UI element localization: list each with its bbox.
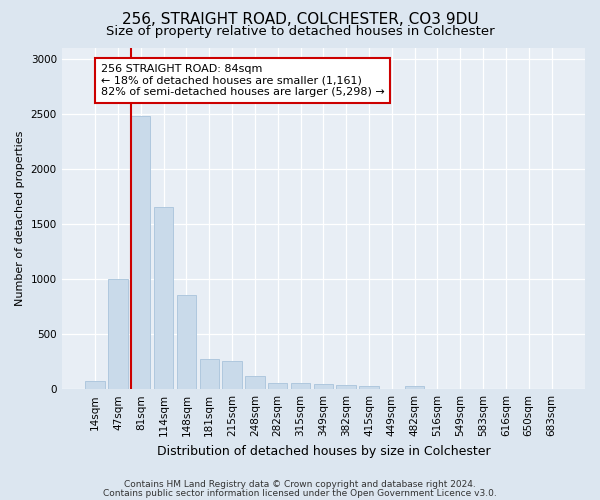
Bar [268, 382, 287, 389]
Text: 256, STRAIGHT ROAD, COLCHESTER, CO3 9DU: 256, STRAIGHT ROAD, COLCHESTER, CO3 9DU [122, 12, 478, 28]
Bar [177, 296, 196, 389]
X-axis label: Distribution of detached houses by size in Colchester: Distribution of detached houses by size … [157, 444, 490, 458]
Bar [108, 279, 128, 389]
Bar [223, 361, 242, 389]
Bar [245, 376, 265, 389]
Text: Contains HM Land Registry data © Crown copyright and database right 2024.: Contains HM Land Registry data © Crown c… [124, 480, 476, 489]
Bar [200, 360, 219, 389]
Bar [291, 383, 310, 389]
Bar [154, 208, 173, 389]
Bar [85, 381, 105, 389]
Text: 256 STRAIGHT ROAD: 84sqm
← 18% of detached houses are smaller (1,161)
82% of sem: 256 STRAIGHT ROAD: 84sqm ← 18% of detach… [101, 64, 385, 97]
Bar [131, 116, 151, 389]
Y-axis label: Number of detached properties: Number of detached properties [15, 130, 25, 306]
Text: Size of property relative to detached houses in Colchester: Size of property relative to detached ho… [106, 25, 494, 38]
Bar [359, 386, 379, 389]
Text: Contains public sector information licensed under the Open Government Licence v3: Contains public sector information licen… [103, 488, 497, 498]
Bar [405, 386, 424, 389]
Bar [314, 384, 333, 389]
Bar [337, 385, 356, 389]
